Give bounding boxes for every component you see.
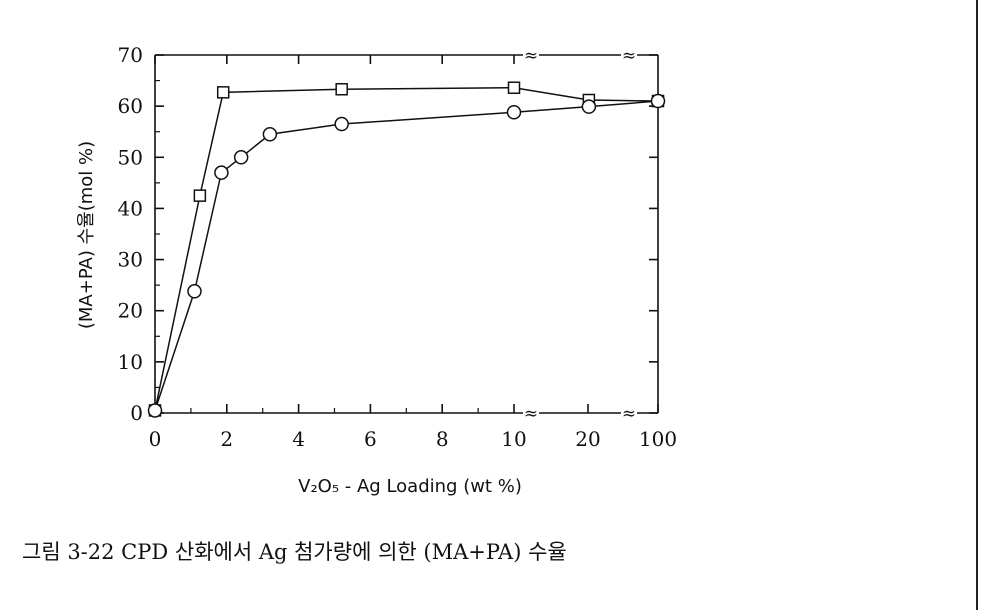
y-tick-label: 10	[118, 350, 143, 374]
y-tick-label: 50	[118, 145, 143, 169]
circle-marker	[650, 93, 666, 109]
y-tick-label: 20	[118, 299, 143, 323]
y-tick-label: 30	[118, 248, 143, 272]
page-edge-line	[976, 0, 978, 610]
x-tick-label: 4	[292, 427, 305, 451]
x-tick-label: 6	[364, 427, 377, 451]
x-tick-label: 10	[501, 427, 526, 451]
x-tick-label: 2	[220, 427, 233, 451]
circle-marker	[214, 165, 229, 180]
square-marker	[216, 86, 230, 99]
square-marker	[507, 81, 521, 94]
x-axis-title: V₂O₅ - Ag Loading (wt %)	[298, 476, 522, 497]
y-tick-label: 40	[118, 196, 143, 220]
circle-marker	[233, 150, 249, 165]
axis-break-mark: ≈	[622, 404, 636, 424]
x-tick-label: 20	[575, 427, 600, 451]
y-tick-label: 0	[130, 401, 143, 425]
y-tick-label: 60	[118, 94, 143, 118]
series-group	[147, 81, 666, 418]
square-marker	[193, 189, 207, 202]
circle-marker	[147, 403, 163, 418]
axis-break-mark: ≈	[622, 46, 636, 66]
x-tick-label: 8	[436, 427, 449, 451]
series-line-circle	[154, 100, 659, 411]
circle-marker	[506, 105, 522, 120]
series-line-square	[154, 86, 659, 411]
y-tick-label: 70	[118, 43, 143, 67]
x-axis: 0 2 4 6 8 10 20 100	[149, 55, 677, 451]
circle-marker	[581, 99, 597, 114]
axis-break-mark: ≈	[524, 404, 538, 424]
circle-marker	[187, 284, 202, 299]
x-tick-label: 100	[639, 427, 677, 451]
circle-marker	[334, 116, 349, 132]
axis-break-mark: ≈	[524, 46, 538, 66]
axis-breaks: ≈ ≈ ≈ ≈	[524, 46, 636, 424]
x-tick-label: 0	[149, 427, 162, 451]
y-axis-title: (MA+PA) 수율(mol %)	[76, 141, 97, 329]
square-marker	[335, 83, 348, 96]
y-axis: 0 10 20 30 40 50 60 70	[118, 43, 658, 425]
circle-marker	[262, 127, 278, 142]
figure-caption: 그림 3-22 CPD 산화에서 Ag 첨가량에 의한 (MA+PA) 수율	[22, 540, 567, 564]
